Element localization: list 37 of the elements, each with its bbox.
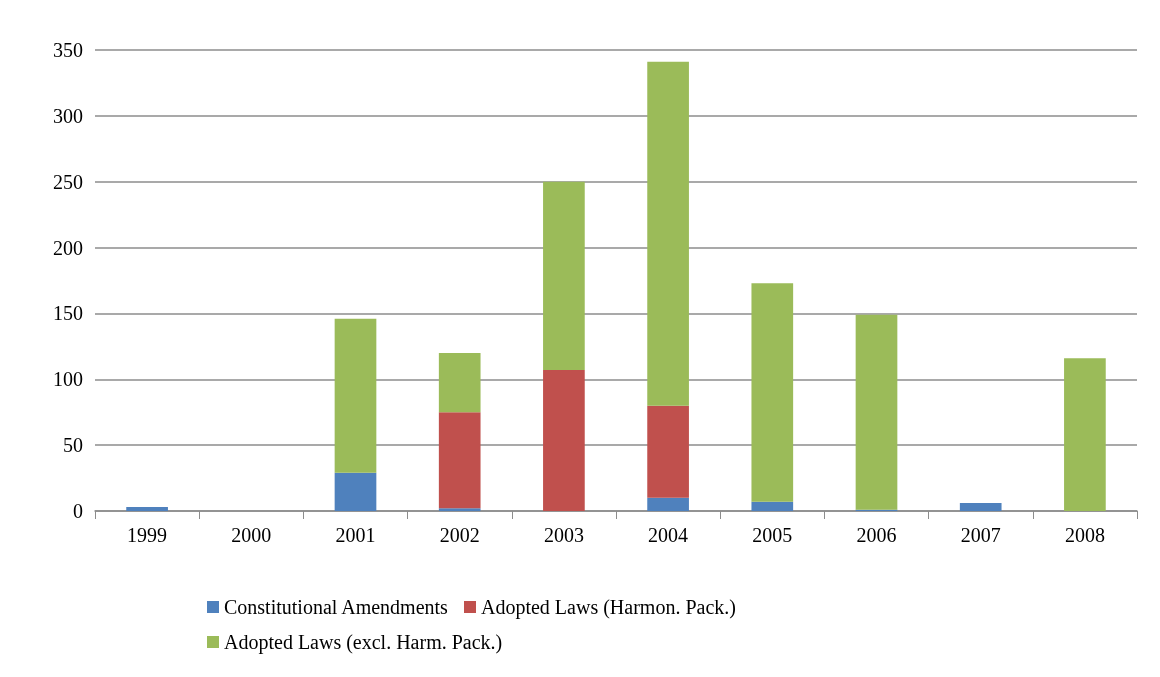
y-tick-label: 350 [53,39,83,61]
bar [543,370,585,511]
y-tick-label: 200 [53,236,83,259]
bar [751,501,794,511]
bar [126,507,168,511]
bar [751,283,794,502]
x-tick-label: 2003 [543,524,584,546]
bar [543,181,585,371]
y-tick-label: 300 [53,104,83,127]
bar [647,405,689,498]
y-tick-label: 250 [53,170,83,193]
bar [959,503,1002,511]
bar [438,412,481,509]
legend-label: Adopted Laws (excl. Harm. Pack.) [224,631,503,654]
bar [1064,358,1106,511]
x-tick-label: 2001 [335,524,376,546]
x-tick-label: 2000 [231,524,272,546]
x-tick-label: 2004 [648,524,689,546]
legend-label: Constitutional Amendments [224,596,449,618]
y-tick-label: 50 [63,434,83,457]
y-tick-label: 150 [53,302,83,325]
x-tick-label: 2005 [752,524,793,546]
y-tick-label: 0 [73,500,83,522]
legend-label: Adopted Laws (Harmon. Pack.) [480,596,736,619]
bar [334,472,377,511]
bar [334,318,377,473]
bar [438,508,481,511]
x-tick-label: 2006 [856,524,897,546]
bar [438,352,481,413]
bar [647,61,689,406]
bar [855,314,898,510]
x-tick-label: 2002 [439,524,480,546]
x-tick-label: 1999 [127,524,168,546]
bar [647,497,689,511]
x-tick-label: 2007 [960,524,1001,546]
y-tick-label: 100 [53,368,83,391]
x-tick-label: 2008 [1064,524,1105,546]
